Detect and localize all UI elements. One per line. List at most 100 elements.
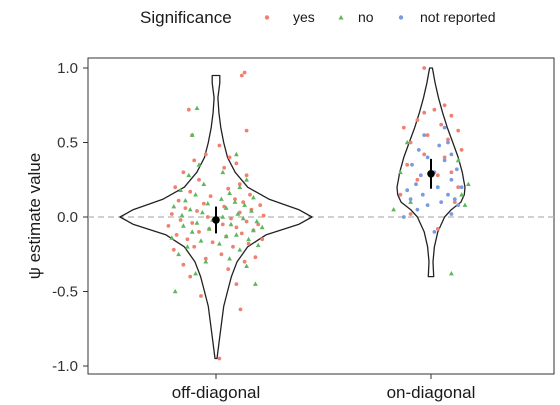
point-no-off-diagonal	[249, 208, 254, 213]
point-no-off-diagonal	[227, 256, 232, 261]
plot-panel-border	[87, 57, 555, 375]
legend-marker-no	[338, 15, 344, 20]
point-no-on-diagonal	[466, 181, 471, 186]
point-no-off-diagonal	[244, 263, 249, 268]
point-yes-on-diagonal	[442, 155, 447, 160]
point-no-on-diagonal	[391, 207, 396, 212]
point-no-off-diagonal	[185, 244, 190, 249]
point-no-off-diagonal	[203, 259, 209, 264]
point-yes-on-diagonal	[459, 148, 464, 152]
point-yes-on-diagonal	[446, 137, 450, 142]
point-no-on-diagonal	[459, 192, 464, 197]
point-yes-off-diagonal	[242, 259, 247, 264]
point-not-reported-on-diagonal	[410, 162, 414, 167]
point-yes-off-diagonal	[239, 231, 244, 236]
point-no-off-diagonal	[242, 202, 247, 207]
point-yes-off-diagonal	[208, 194, 213, 199]
point-no-on-diagonal	[408, 199, 413, 204]
point-yes-on-diagonal	[435, 227, 440, 231]
point-not-reported-on-diagonal	[449, 177, 454, 182]
point-yes-off-diagonal	[181, 170, 186, 175]
legend-label-yes: yes	[293, 9, 315, 25]
point-yes-off-diagonal	[192, 244, 197, 249]
point-no-off-diagonal	[189, 229, 195, 234]
point-yes-off-diagonal	[244, 128, 249, 133]
point-yes-off-diagonal	[241, 200, 246, 205]
point-no-off-diagonal	[181, 223, 186, 228]
legend-marker-yes	[264, 15, 270, 20]
point-yes-off-diagonal	[171, 247, 176, 252]
point-no-off-diagonal	[220, 169, 226, 175]
y-axis-title: ψ estimate value	[25, 153, 44, 279]
point-yes-off-diagonal	[234, 282, 239, 286]
data-points	[166, 66, 471, 361]
point-no-off-diagonal	[237, 184, 243, 189]
point-no-off-diagonal	[171, 204, 177, 209]
point-yes-off-diagonal	[261, 213, 266, 218]
legend-label-no: no	[358, 9, 374, 25]
point-no-off-diagonal	[255, 242, 261, 248]
point-not-reported-on-diagonal	[418, 173, 423, 178]
y-tick-label: 1.0	[57, 60, 78, 77]
point-yes-off-diagonal	[217, 356, 222, 361]
y-tick-label: -0.5	[52, 284, 78, 301]
point-no-off-diagonal	[259, 224, 265, 230]
point-no-off-diagonal	[232, 199, 238, 204]
point-no-off-diagonal	[194, 105, 200, 110]
point-no-off-diagonal	[172, 288, 178, 294]
point-no-on-diagonal	[404, 139, 410, 145]
point-no-off-diagonal	[251, 227, 256, 233]
point-yes-off-diagonal	[258, 203, 263, 208]
point-yes-off-diagonal	[234, 161, 239, 166]
point-yes-off-diagonal	[181, 262, 186, 267]
point-no-off-diagonal	[194, 220, 200, 225]
point-yes-off-diagonal	[253, 255, 258, 260]
y-axis: 1.0 0.5 0.0 -0.5 -1.0	[52, 60, 88, 375]
point-not-reported-on-diagonal	[454, 167, 459, 172]
point-no-on-diagonal	[449, 271, 454, 276]
point-yes-off-diagonal	[203, 152, 208, 157]
point-no-off-diagonal	[228, 221, 234, 227]
point-yes-off-diagonal	[234, 225, 239, 230]
point-yes-off-diagonal	[203, 256, 208, 261]
point-yes-on-diagonal	[401, 125, 406, 130]
point-not-reported-on-diagonal	[442, 158, 447, 163]
point-no-off-diagonal	[227, 190, 232, 195]
point-yes-on-diagonal	[415, 118, 420, 122]
point-yes-off-diagonal	[219, 252, 224, 257]
point-yes-on-diagonal	[456, 185, 461, 190]
point-no-off-diagonal	[253, 281, 258, 286]
point-no-off-diagonal	[244, 177, 249, 182]
point-no-off-diagonal	[205, 201, 211, 206]
point-yes-off-diagonal	[227, 155, 232, 160]
point-not-reported-on-diagonal	[420, 192, 425, 197]
point-yes-off-diagonal	[190, 221, 195, 225]
point-not-reported-on-diagonal	[415, 207, 420, 212]
point-no-off-diagonal	[217, 241, 222, 246]
point-yes-on-diagonal	[398, 192, 403, 197]
point-no-on-diagonal	[455, 157, 461, 163]
point-yes-on-diagonal	[408, 212, 413, 216]
point-yes-on-diagonal	[405, 162, 410, 167]
y-tick-label: 0.0	[57, 209, 78, 226]
legend-title: Significance	[140, 8, 232, 27]
point-yes-off-diagonal	[173, 185, 178, 190]
point-yes-on-diagonal	[442, 103, 447, 108]
point-yes-on-diagonal	[449, 113, 454, 118]
point-not-reported-on-diagonal	[422, 133, 427, 138]
point-yes-off-diagonal	[210, 240, 215, 245]
point-yes-off-diagonal	[197, 230, 201, 234]
point-no-off-diagonal	[189, 132, 195, 137]
point-not-reported-on-diagonal	[446, 192, 450, 197]
point-no-off-diagonal	[169, 235, 175, 240]
point-yes-off-diagonal	[242, 70, 247, 75]
point-yes-off-diagonal	[217, 143, 222, 148]
point-no-off-diagonal	[187, 207, 193, 212]
point-yes-off-diagonal	[222, 165, 227, 170]
point-not-reported-on-diagonal	[459, 185, 464, 190]
summary-markers	[212, 158, 435, 234]
point-no-off-diagonal	[183, 198, 188, 203]
point-yes-off-diagonal	[244, 219, 249, 224]
point-no-off-diagonal	[254, 218, 260, 224]
